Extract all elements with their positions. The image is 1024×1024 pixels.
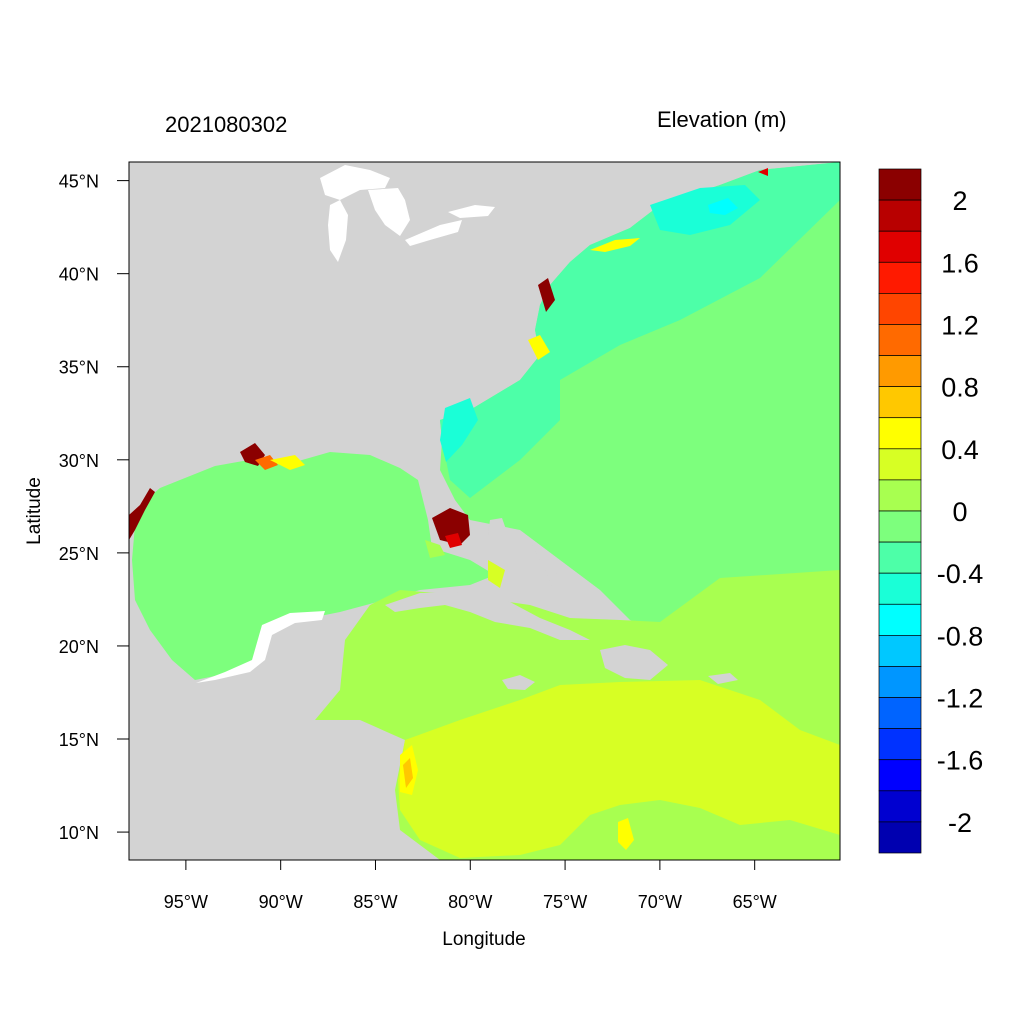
gulf-of-maine-lower <box>708 198 738 215</box>
southern-caribbean <box>398 680 840 858</box>
y-tick-label: 35°N <box>59 358 99 378</box>
x-tick-label: 65°W <box>733 892 777 912</box>
lake-erie <box>405 220 462 246</box>
x-axis-title: Longitude <box>442 929 525 950</box>
y-tick-label: 10°N <box>59 823 99 843</box>
colorbar-swatch <box>878 355 922 387</box>
colorbar-swatch <box>878 635 922 667</box>
colorbar-swatch <box>878 759 922 792</box>
map-layers <box>129 162 840 860</box>
colorbar-swatch <box>878 541 922 574</box>
plot-frame <box>128 161 841 861</box>
colorbar-swatch <box>878 417 922 450</box>
y-tick-label: 45°N <box>59 172 99 192</box>
puerto-rico <box>708 673 738 684</box>
colorbar-label: -2 <box>948 808 972 838</box>
yucatan-coast <box>196 611 325 683</box>
colorbar-swatch <box>878 293 922 325</box>
colorbar-swatch <box>878 510 922 543</box>
great-bahama-bank <box>488 560 505 588</box>
y-axis-title: Latitude <box>24 477 45 545</box>
colorbar-swatch <box>878 168 922 201</box>
chesapeake-surge <box>538 278 555 312</box>
colorbar-swatch <box>878 821 922 854</box>
nicaragua-coast-higher <box>403 758 413 788</box>
colorbar-swatch <box>878 230 922 263</box>
colorbar-swatch <box>878 572 922 605</box>
colorbar-label: -1.6 <box>937 746 984 776</box>
bahamas <box>488 518 565 590</box>
x-tick-label: 90°W <box>259 892 303 912</box>
lake-michigan <box>328 200 348 262</box>
colorbar-label: 2 <box>952 186 967 216</box>
date-label: 2021080302 <box>165 112 288 137</box>
x-tick-label: 95°W <box>164 892 208 912</box>
x-tick-label: 85°W <box>353 892 397 912</box>
colorbar-swatch <box>878 199 922 232</box>
y-tick-label: 30°N <box>59 451 99 471</box>
colorbar-swatch <box>878 261 922 294</box>
y-axis: 45°N 40°N 35°N 30°N 25°N 20°N 15°N 10°N <box>59 172 129 843</box>
florida-bay-surge-edge <box>445 533 462 548</box>
colorbar-swatch <box>878 697 922 729</box>
lake-superior <box>320 165 390 200</box>
y-tick-label: 20°N <box>59 637 99 657</box>
colorbar-label: -1.2 <box>937 684 984 714</box>
colorbar-label: -0.4 <box>937 559 984 589</box>
colorbar-label: 0.8 <box>941 373 979 403</box>
atlantic-negative-zone <box>440 162 840 498</box>
hispaniola <box>600 645 668 680</box>
colorbar-swatch <box>878 666 922 698</box>
louisiana-coast-positive <box>270 455 305 470</box>
gulf-of-mexico <box>132 452 495 680</box>
cuba <box>385 592 590 640</box>
north-carolina-coast-positive <box>528 335 550 360</box>
colorbar-label: -0.8 <box>937 621 984 651</box>
colorbar-label: 0.4 <box>941 435 979 465</box>
y-tick-label: 40°N <box>59 265 99 285</box>
colorbar-swatch <box>878 603 922 636</box>
y-tick-label: 15°N <box>59 730 99 750</box>
y-tick-label: 25°N <box>59 544 99 564</box>
florida-bay-surge <box>432 508 470 545</box>
colorbar-label: 1.2 <box>941 310 979 340</box>
nova-scotia-surge <box>758 168 768 176</box>
lake-ontario <box>448 205 495 218</box>
units-label: Elevation (m) <box>657 107 787 132</box>
jamaica <box>502 675 535 690</box>
southwest-florida-shelf <box>425 540 445 558</box>
colorbar-swatch <box>878 728 922 761</box>
colorbar-swatch <box>878 448 922 481</box>
long-island-sound-positive <box>590 238 640 252</box>
colorbar-swatch <box>878 324 922 356</box>
colorbar: 2 1.6 1.2 0.8 0.4 0 -0.4 -0.8 -1.2 -1.6 -2 <box>878 168 984 854</box>
x-axis: 95°W 90°W 85°W 80°W 75°W 70°W 65°W <box>164 860 777 912</box>
lake-maracaibo <box>618 818 634 850</box>
gulf-of-maine-low <box>650 185 760 235</box>
colorbar-swatch <box>878 479 922 512</box>
colorbar-label: 0 <box>952 497 967 527</box>
x-tick-label: 70°W <box>638 892 682 912</box>
colorbar-swatch <box>878 386 922 419</box>
x-tick-label: 80°W <box>448 892 492 912</box>
colorbar-label: 1.6 <box>941 248 979 278</box>
texas-coast-surge <box>129 488 155 540</box>
lake-huron <box>368 188 410 236</box>
louisiana-coast-high <box>255 455 278 470</box>
x-tick-label: 75°W <box>543 892 587 912</box>
colorbar-swatch <box>878 790 922 823</box>
georgia-bight-low <box>440 398 478 462</box>
